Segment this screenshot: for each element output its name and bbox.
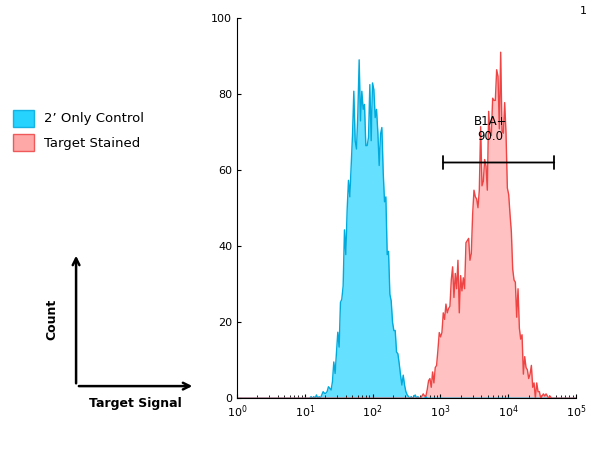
Text: 1: 1: [580, 6, 586, 16]
Legend: 2’ Only Control, Target Stained: 2’ Only Control, Target Stained: [13, 110, 144, 151]
Text: Count: Count: [46, 299, 58, 340]
Text: B1A+
90.0: B1A+ 90.0: [473, 116, 507, 144]
Text: Target Signal: Target Signal: [89, 396, 182, 410]
